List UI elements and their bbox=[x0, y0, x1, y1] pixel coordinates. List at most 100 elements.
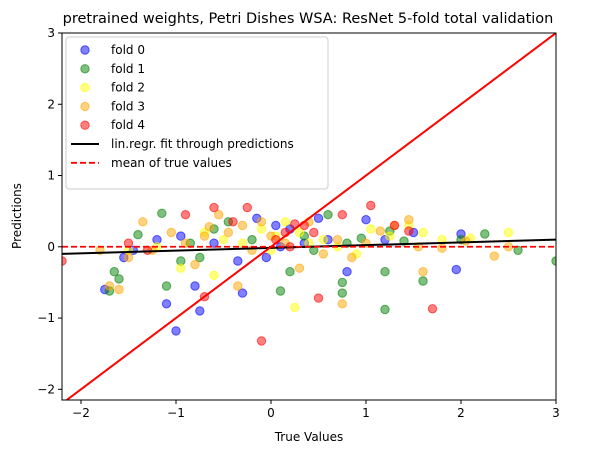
data-point-fold-1 bbox=[380, 267, 390, 277]
data-point-fold-3 bbox=[337, 299, 347, 309]
data-point-fold-4 bbox=[62, 256, 67, 266]
legend-label-fold-0: fold 0 bbox=[111, 43, 145, 57]
data-point-fold-1 bbox=[323, 210, 333, 220]
data-point-fold-2 bbox=[418, 227, 428, 238]
legend-label-fit-line: lin.regr. fit through predictions bbox=[111, 137, 294, 151]
data-point-fold-0 bbox=[176, 231, 186, 241]
data-point-fold-3 bbox=[180, 238, 191, 248]
data-point-fold-2 bbox=[318, 235, 328, 245]
data-point-fold-1 bbox=[337, 288, 347, 298]
data-point-fold-4 bbox=[337, 210, 347, 220]
x-tick-label: 2 bbox=[457, 406, 465, 420]
data-point-fold-0 bbox=[313, 213, 324, 224]
data-point-fold-0 bbox=[237, 288, 248, 298]
data-point-fold-1 bbox=[247, 235, 257, 245]
data-point-fold-0 bbox=[161, 299, 172, 309]
data-point-fold-3 bbox=[418, 267, 428, 277]
data-point-fold-4 bbox=[309, 227, 319, 238]
data-point-fold-2 bbox=[385, 231, 395, 241]
legend-label-fold-4: fold 4 bbox=[111, 118, 145, 132]
data-point-fold-3 bbox=[223, 227, 234, 238]
data-point-fold-1 bbox=[275, 286, 286, 296]
data-point-fold-0 bbox=[209, 238, 219, 248]
data-point-fold-4 bbox=[427, 304, 438, 314]
data-point-fold-3 bbox=[166, 227, 177, 238]
legend-marker-fold-3 bbox=[80, 101, 90, 112]
data-point-fold-3 bbox=[404, 215, 414, 225]
data-point-fold-4 bbox=[389, 220, 400, 231]
legend-box bbox=[65, 36, 329, 190]
data-point-fold-4 bbox=[242, 202, 253, 213]
data-point-fold-0 bbox=[451, 264, 461, 275]
data-point-fold-2 bbox=[209, 270, 219, 280]
y-tick-label: −2 bbox=[37, 382, 55, 396]
points-layer bbox=[62, 200, 556, 346]
y-axis-ticks: −2 −1 0 1 2 3 bbox=[37, 26, 62, 396]
identity-line bbox=[66, 33, 556, 400]
data-point-fold-3 bbox=[294, 263, 305, 273]
data-point-fold-2 bbox=[218, 235, 229, 245]
data-point-fold-2 bbox=[294, 227, 305, 238]
data-point-fold-3 bbox=[190, 259, 200, 270]
data-point-fold-0 bbox=[233, 256, 243, 266]
legend-marker-fold-2 bbox=[80, 82, 90, 93]
data-point-fold-3 bbox=[489, 251, 499, 261]
x-tick-label: −1 bbox=[167, 406, 185, 420]
x-axis-label: True Values bbox=[274, 430, 344, 444]
legend-label-fold-3: fold 3 bbox=[111, 99, 145, 113]
data-point-fold-2 bbox=[366, 224, 376, 234]
data-point-fold-0 bbox=[361, 215, 371, 225]
data-point-fold-1 bbox=[480, 229, 490, 239]
data-point-fold-4 bbox=[366, 200, 376, 211]
data-point-fold-4 bbox=[209, 202, 219, 213]
data-point-fold-3 bbox=[138, 217, 148, 227]
x-tick-label: −2 bbox=[72, 406, 90, 420]
legend-marker-fold-4 bbox=[80, 120, 90, 130]
data-point-fold-3 bbox=[318, 249, 328, 259]
data-point-fold-3 bbox=[256, 217, 267, 227]
data-point-fold-3 bbox=[114, 284, 124, 295]
data-point-fold-3 bbox=[461, 236, 471, 246]
x-tick-label: 3 bbox=[552, 406, 560, 420]
data-point-fold-0 bbox=[195, 306, 205, 316]
data-point-fold-4 bbox=[228, 217, 238, 227]
legend-marker-fold-1 bbox=[80, 64, 90, 74]
data-point-fold-0 bbox=[190, 281, 200, 291]
data-point-fold-4 bbox=[404, 226, 414, 236]
legend-label-fold-1: fold 1 bbox=[111, 62, 145, 76]
y-tick-label: 3 bbox=[47, 26, 55, 40]
legend-label-fold-2: fold 2 bbox=[111, 81, 145, 95]
data-point-fold-3 bbox=[123, 252, 134, 263]
data-point-fold-1 bbox=[157, 208, 167, 219]
data-point-fold-1 bbox=[161, 281, 172, 291]
data-point-fold-3 bbox=[233, 281, 243, 291]
data-point-fold-1 bbox=[109, 267, 120, 277]
y-tick-label: 2 bbox=[47, 97, 55, 111]
data-point-fold-1 bbox=[380, 304, 390, 315]
data-point-fold-4 bbox=[256, 336, 267, 346]
data-point-fold-0 bbox=[261, 252, 271, 263]
data-point-fold-3 bbox=[214, 210, 224, 220]
data-point-fold-2 bbox=[503, 227, 514, 238]
data-point-fold-3 bbox=[375, 226, 385, 236]
data-point-fold-2 bbox=[176, 263, 186, 273]
data-point-fold-3 bbox=[204, 222, 215, 232]
plot-area bbox=[62, 33, 556, 400]
data-point-fold-3 bbox=[199, 231, 210, 241]
data-point-fold-1 bbox=[285, 267, 295, 277]
data-point-fold-3 bbox=[104, 281, 115, 291]
data-point-fold-1 bbox=[133, 230, 143, 240]
data-point-fold-2 bbox=[290, 302, 300, 313]
data-point-fold-1 bbox=[418, 276, 428, 286]
data-point-fold-0 bbox=[271, 220, 281, 231]
legend-marker-fold-0 bbox=[80, 45, 90, 55]
data-point-fold-4 bbox=[313, 293, 324, 303]
data-point-fold-3 bbox=[332, 235, 343, 245]
data-point-fold-4 bbox=[180, 210, 191, 220]
data-point-fold-0 bbox=[342, 267, 352, 277]
y-axis-label: Predictions bbox=[10, 183, 24, 249]
data-point-fold-1 bbox=[195, 252, 205, 263]
data-point-fold-2 bbox=[280, 217, 290, 227]
data-point-fold-3 bbox=[347, 252, 357, 263]
